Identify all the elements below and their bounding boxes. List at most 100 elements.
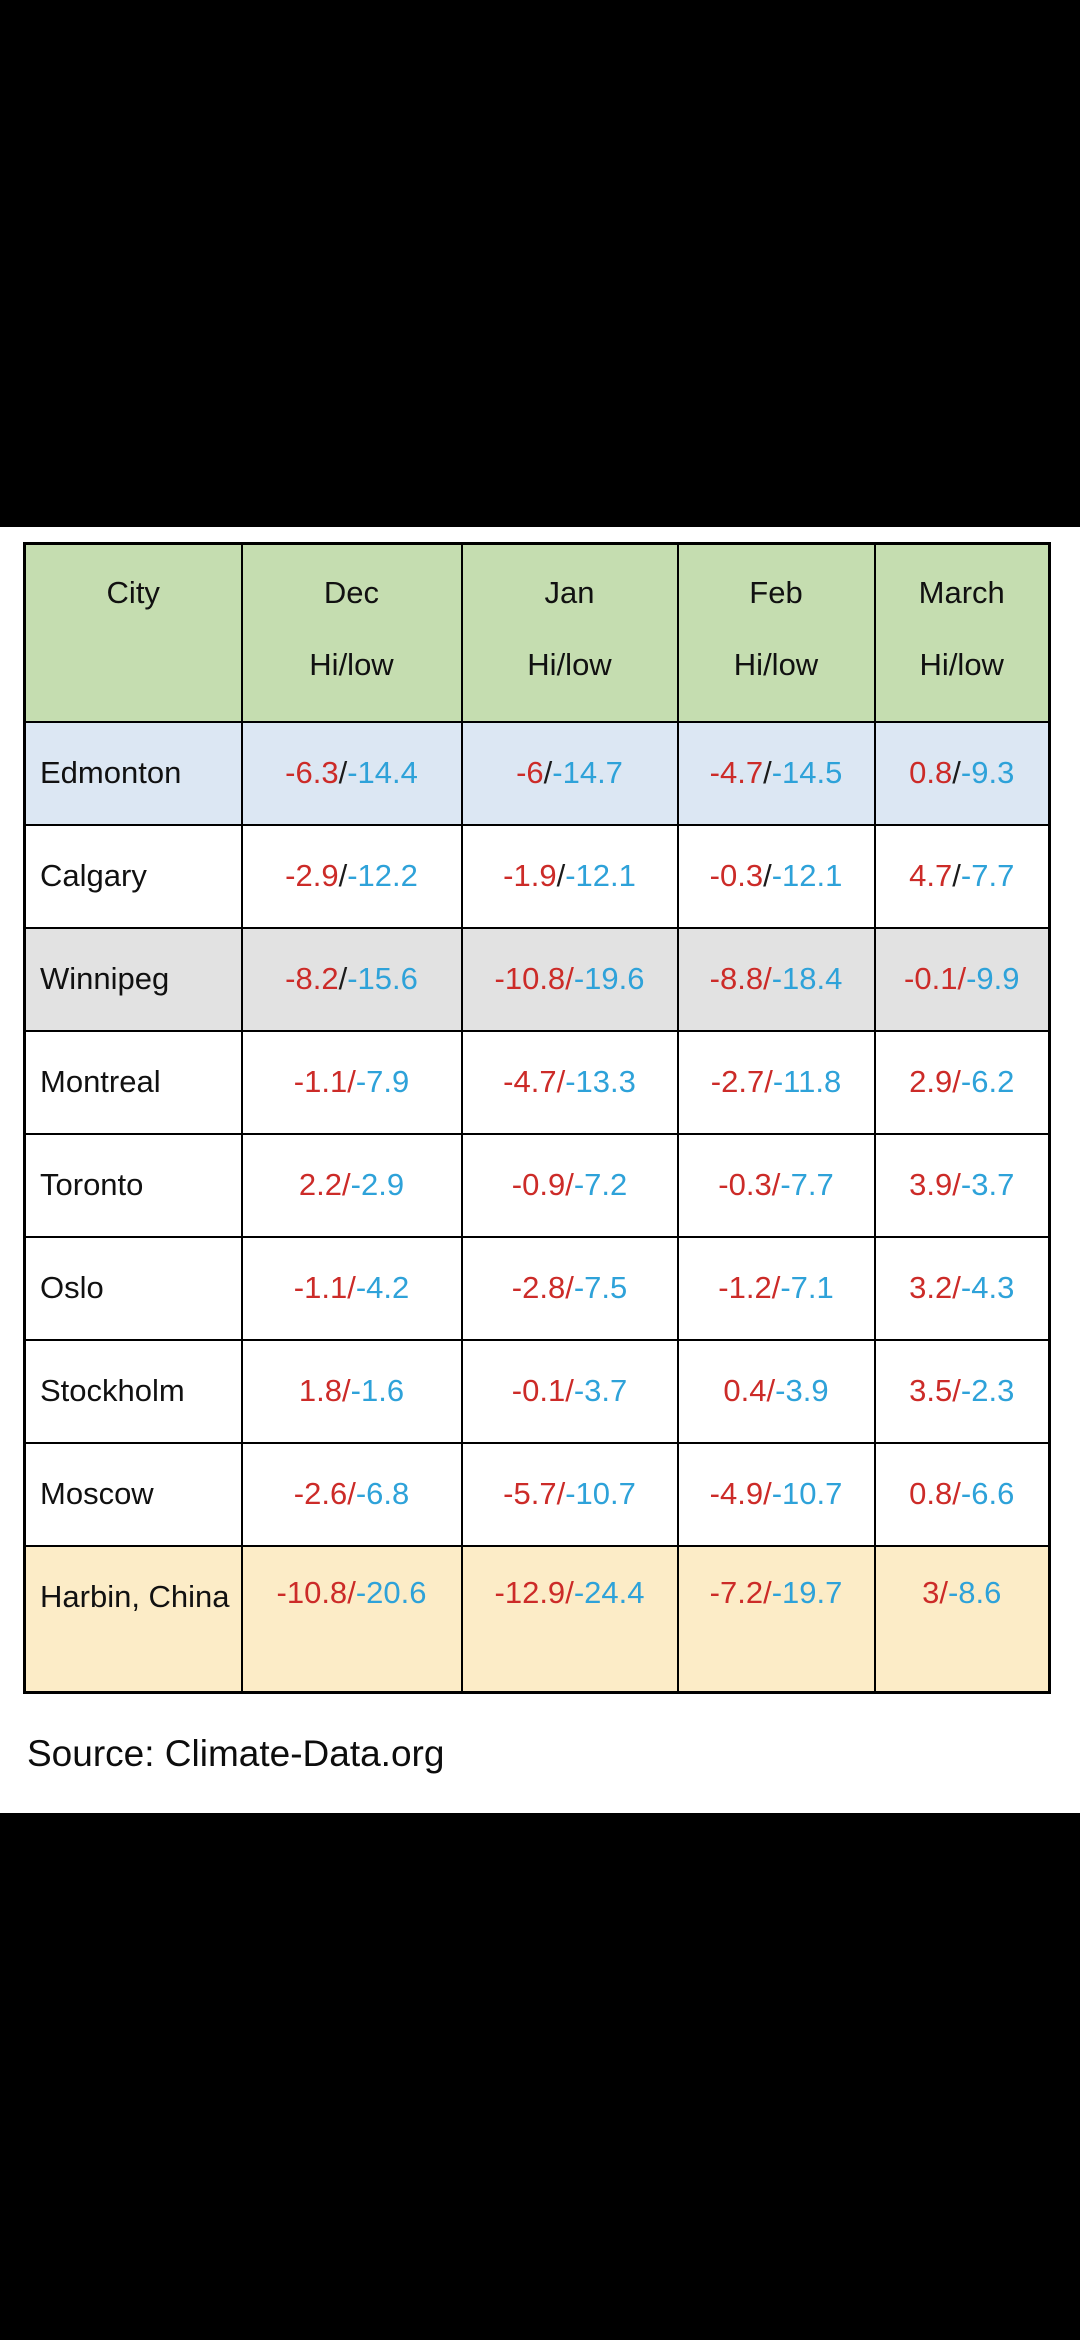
temp-cell-feb: -7.2/-19.7 <box>676 1544 876 1694</box>
slash-separator: / <box>347 1574 356 1610</box>
slash-separator: / <box>957 961 967 996</box>
temp-cell-dec: 1.8/-1.6 <box>240 1338 463 1444</box>
low-temp: -3.7 <box>960 1167 1015 1202</box>
city-cell: Calgary <box>23 823 243 929</box>
high-temp: -0.3 <box>718 1167 772 1202</box>
low-temp: -9.9 <box>966 961 1020 996</box>
table-row-oslo: Oslo -1.1/-4.2 -2.8/-7.5 -1.2/-7.1 3.2/-… <box>23 1235 1051 1341</box>
low-temp: -10.7 <box>771 1476 843 1511</box>
high-temp: -2.9 <box>285 858 339 893</box>
slash-separator: / <box>556 1064 566 1099</box>
slash-separator: / <box>347 1064 356 1099</box>
high-temp: 0.8 <box>909 1476 953 1511</box>
high-temp: -0.1 <box>904 961 958 996</box>
high-temp: -4.7 <box>503 1064 557 1099</box>
slash-separator: / <box>556 858 566 893</box>
low-temp: -12.1 <box>771 858 843 893</box>
temp-cell-march: 0.8/-9.3 <box>873 720 1051 826</box>
low-temp: -2.3 <box>960 1373 1015 1408</box>
source-caption: Source: Climate-Data.org <box>27 1733 445 1774</box>
high-temp: -1.1 <box>293 1064 348 1099</box>
low-temp: -7.2 <box>573 1167 628 1202</box>
low-temp: -6.2 <box>960 1064 1015 1099</box>
high-temp: -10.8 <box>276 1574 348 1610</box>
high-temp: -2.7 <box>710 1064 765 1099</box>
city-cell: Montreal <box>23 1029 243 1135</box>
high-temp: 2.2 <box>298 1167 343 1202</box>
low-temp: -12.2 <box>347 858 418 893</box>
temp-cell-march: 3.5/-2.3 <box>873 1338 1051 1444</box>
temp-cell-dec: -10.8/-20.6 <box>240 1544 463 1694</box>
table-row-montreal: Montreal -1.1/-7.9 -4.7/-13.3 -2.7/-11.8… <box>23 1029 1051 1135</box>
slash-separator: / <box>764 1064 773 1099</box>
temp-cell-feb: -8.8/-18.4 <box>676 926 876 1032</box>
high-temp: -8.8 <box>709 961 764 996</box>
low-temp: -9.3 <box>960 755 1015 790</box>
temp-cell-feb: -0.3/-12.1 <box>676 823 876 929</box>
high-temp: -6.3 <box>285 755 339 790</box>
low-temp: -20.6 <box>355 1574 427 1610</box>
header-cell-feb: Feb Hi/low <box>676 542 876 723</box>
temp-cell-dec: -8.2/-15.6 <box>240 926 463 1032</box>
slash-separator: / <box>565 1167 574 1202</box>
table-header-row: City Dec Hi/low Jan Hi/low Feb Hi/low Ma… <box>23 542 1051 723</box>
city-cell: Harbin, China <box>23 1544 243 1694</box>
high-temp: -6 <box>516 755 544 790</box>
slash-separator: / <box>565 1270 574 1305</box>
temp-cell-march: 3.2/-4.3 <box>873 1235 1051 1341</box>
low-temp: -19.7 <box>771 1574 843 1610</box>
bottom-letterbox <box>0 1813 1080 2340</box>
header-label: Jan <box>544 575 595 610</box>
temp-cell-jan: -6/-14.7 <box>460 720 679 826</box>
slash-separator: / <box>952 755 961 790</box>
header-label: Feb <box>749 575 803 610</box>
header-cell-dec: Dec Hi/low <box>240 542 463 723</box>
temp-cell-march: 0.8/-6.6 <box>873 1441 1051 1547</box>
slash-separator: / <box>342 1167 351 1202</box>
high-temp: -4.7 <box>709 755 764 790</box>
low-temp: -14.4 <box>347 755 418 790</box>
slash-separator: / <box>952 1270 961 1305</box>
slash-separator: / <box>763 1574 772 1610</box>
high-temp: 1.8 <box>298 1373 343 1408</box>
slash-separator: / <box>952 1373 961 1408</box>
temp-cell-dec: -1.1/-7.9 <box>240 1029 463 1135</box>
temp-cell-feb: -4.9/-10.7 <box>676 1441 876 1547</box>
low-temp: -7.7 <box>780 1167 834 1202</box>
temp-cell-march: 3.9/-3.7 <box>873 1132 1051 1238</box>
header-sublabel: Hi/low <box>309 647 394 682</box>
header-cell-city: City <box>23 542 243 723</box>
slash-separator: / <box>347 1476 356 1511</box>
slash-separator: / <box>565 1574 574 1610</box>
slash-separator: / <box>952 858 961 893</box>
low-temp: -13.3 <box>565 1064 636 1099</box>
high-temp: -0.9 <box>511 1167 566 1202</box>
high-temp: -1.9 <box>503 858 557 893</box>
table-row-edmonton: Edmonton -6.3/-14.4 -6/-14.7 -4.7/-14.5 … <box>23 720 1051 826</box>
header-label: Dec <box>323 575 380 610</box>
high-temp: 3.5 <box>909 1373 953 1408</box>
high-temp: 3.9 <box>909 1167 953 1202</box>
high-temp: -2.6 <box>293 1476 348 1511</box>
temp-cell-dec: -2.6/-6.8 <box>240 1441 463 1547</box>
city-cell: Stockholm <box>23 1338 243 1444</box>
low-temp: -4.3 <box>960 1270 1015 1305</box>
temp-cell-jan: -2.8/-7.5 <box>460 1235 679 1341</box>
low-temp: -24.4 <box>573 1574 645 1610</box>
low-temp: -8.6 <box>947 1574 1002 1610</box>
temp-cell-jan: -4.7/-13.3 <box>460 1029 679 1135</box>
low-temp: -6.8 <box>355 1476 410 1511</box>
low-temp: -14.5 <box>771 755 843 790</box>
high-temp: -2.8 <box>511 1270 566 1305</box>
temp-cell-feb: -1.2/-7.1 <box>676 1235 876 1341</box>
temp-cell-feb: 0.4/-3.9 <box>676 1338 876 1444</box>
low-temp: -10.7 <box>565 1476 636 1511</box>
high-temp: -4.9 <box>709 1476 764 1511</box>
slash-separator: / <box>763 858 772 893</box>
slash-separator: / <box>952 1476 961 1511</box>
table-row-calgary: Calgary -2.9/-12.2 -1.9/-12.1 -0.3/-12.1… <box>23 823 1051 929</box>
high-temp: -7.2 <box>709 1574 764 1610</box>
slash-separator: / <box>543 755 553 790</box>
slash-separator: / <box>952 1064 961 1099</box>
header-label: City <box>106 575 160 610</box>
